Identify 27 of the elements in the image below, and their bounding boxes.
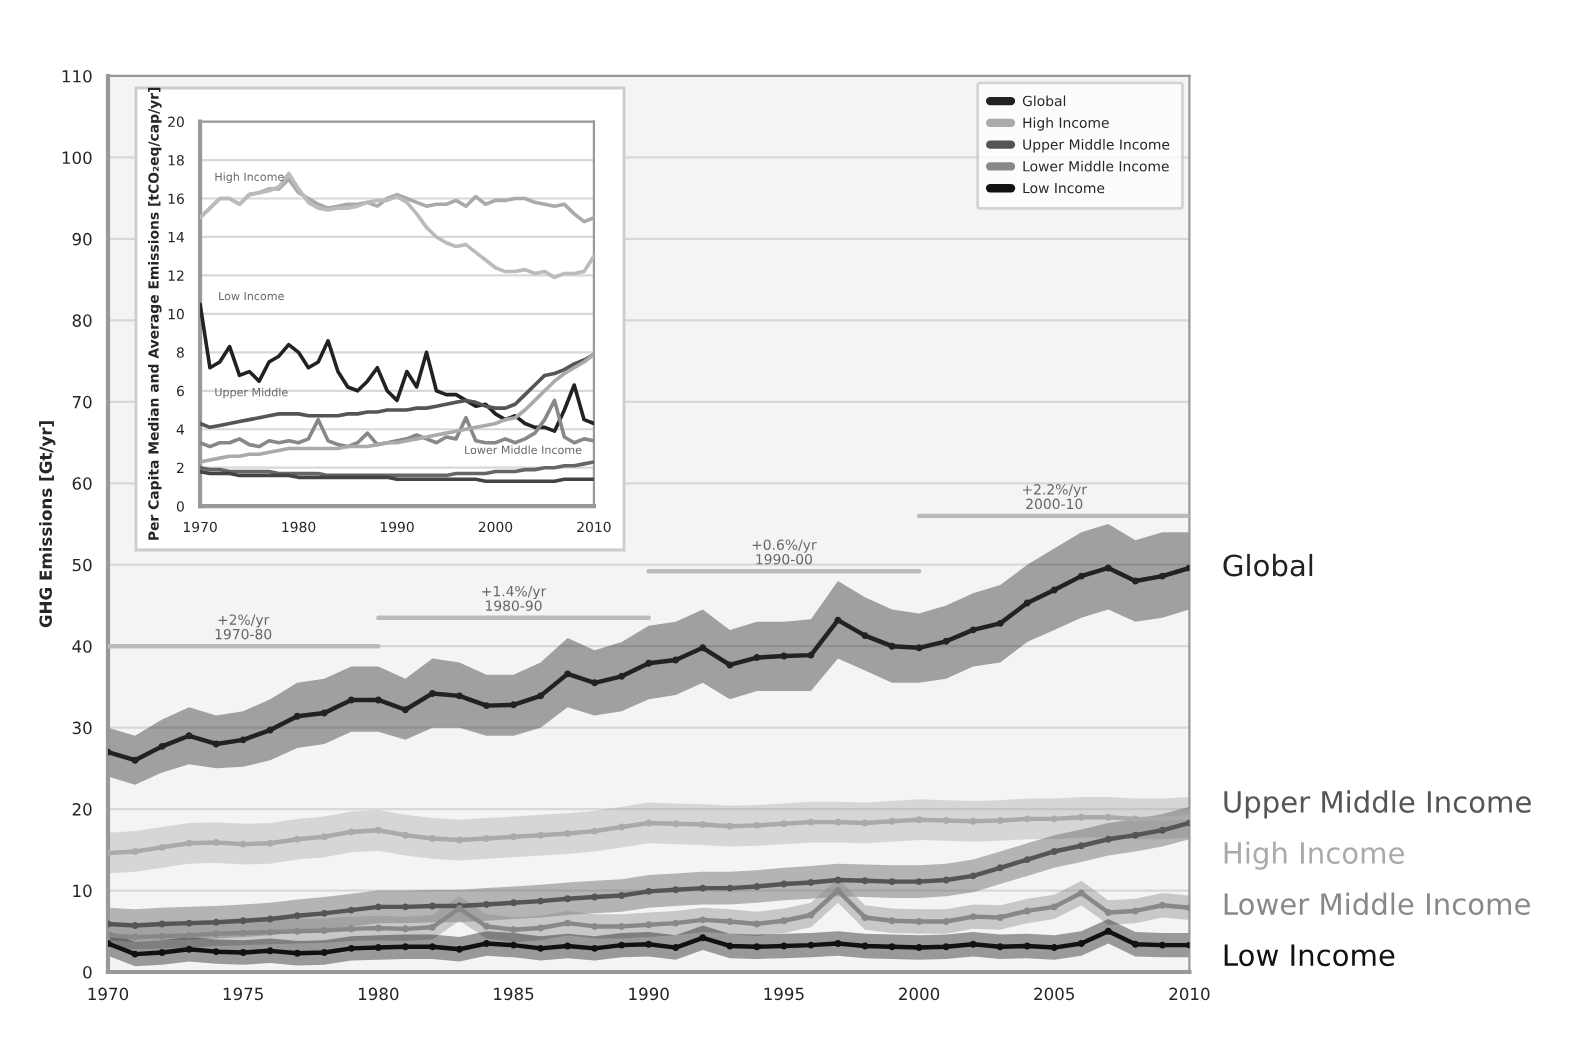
y-tick-label: 110 xyxy=(62,69,92,83)
y-tick-label: 30 xyxy=(72,721,92,735)
x-tick-label: 1985 xyxy=(494,987,534,1001)
y-tick-label: 100 xyxy=(62,151,92,165)
text: Low Income xyxy=(1224,944,1395,967)
y-axis-title: GHG Emissions [Gt/yr] xyxy=(39,421,56,628)
y-tick-label: 10 xyxy=(73,884,92,898)
text: Lower Middle Income xyxy=(1224,892,1530,916)
y-tick-label: 20 xyxy=(72,803,92,816)
y-tick-label: 80 xyxy=(72,314,92,327)
y-tick-label: 70 xyxy=(72,395,92,409)
x-tick-label: 1990 xyxy=(629,987,669,1001)
y-tick-label: 60 xyxy=(72,477,92,490)
x-tick-label: 1980 xyxy=(358,987,399,1001)
x-tick-label: 1995 xyxy=(764,987,804,1001)
y-tick-label: 0 xyxy=(83,965,92,979)
x-tick-label: 2000 xyxy=(899,987,940,1001)
y-tick-label: 90 xyxy=(72,232,92,246)
text: High Income xyxy=(1224,841,1404,870)
x-tick-label: 2010 xyxy=(1169,987,1210,1001)
text: Global xyxy=(1223,553,1313,577)
x-tick-label: 2005 xyxy=(1034,987,1074,1001)
y-tick-label: 40 xyxy=(72,640,92,653)
x-tick-label: 1970 xyxy=(88,987,129,1001)
y-tick-label: 50 xyxy=(72,558,92,572)
text: Upper Middle Income xyxy=(1224,790,1531,819)
x-tick-label: 1975 xyxy=(223,987,263,1001)
